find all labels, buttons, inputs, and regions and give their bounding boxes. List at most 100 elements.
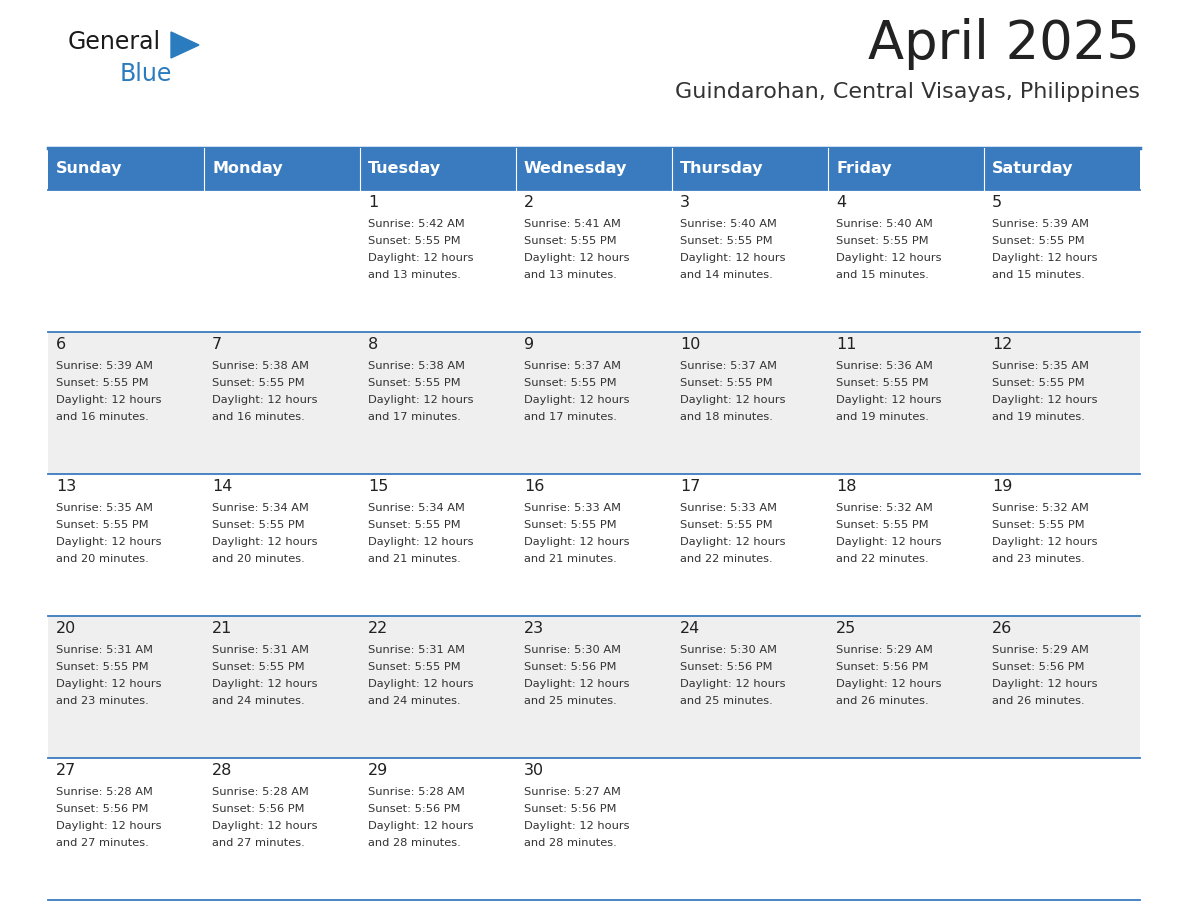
Text: General: General bbox=[68, 30, 162, 54]
Text: and 14 minutes.: and 14 minutes. bbox=[680, 270, 772, 280]
Bar bbox=[828, 190, 984, 332]
Bar bbox=[360, 616, 516, 758]
Text: Sunset: 5:55 PM: Sunset: 5:55 PM bbox=[211, 662, 304, 672]
Bar bbox=[48, 148, 204, 190]
Bar bbox=[984, 332, 1140, 474]
Text: April 2025: April 2025 bbox=[868, 18, 1140, 70]
Text: 28: 28 bbox=[211, 763, 233, 778]
Bar bbox=[828, 332, 984, 474]
Bar bbox=[984, 758, 1140, 900]
Text: Sunset: 5:56 PM: Sunset: 5:56 PM bbox=[836, 662, 929, 672]
Text: Sunrise: 5:31 AM: Sunrise: 5:31 AM bbox=[211, 645, 309, 655]
Text: and 27 minutes.: and 27 minutes. bbox=[56, 838, 148, 848]
Text: Daylight: 12 hours: Daylight: 12 hours bbox=[368, 253, 474, 263]
Text: 16: 16 bbox=[524, 479, 544, 494]
Text: Sunset: 5:56 PM: Sunset: 5:56 PM bbox=[368, 804, 461, 814]
Text: Daylight: 12 hours: Daylight: 12 hours bbox=[368, 679, 474, 689]
Bar bbox=[672, 190, 828, 332]
Bar bbox=[516, 332, 672, 474]
Text: and 24 minutes.: and 24 minutes. bbox=[211, 696, 304, 706]
Text: and 20 minutes.: and 20 minutes. bbox=[211, 554, 305, 564]
Text: Daylight: 12 hours: Daylight: 12 hours bbox=[680, 537, 785, 547]
Text: Sunrise: 5:39 AM: Sunrise: 5:39 AM bbox=[56, 361, 153, 371]
Text: 2: 2 bbox=[524, 195, 535, 210]
Text: Sunrise: 5:33 AM: Sunrise: 5:33 AM bbox=[524, 503, 621, 513]
Text: 20: 20 bbox=[56, 621, 76, 636]
Text: and 23 minutes.: and 23 minutes. bbox=[992, 554, 1085, 564]
Text: 19: 19 bbox=[992, 479, 1012, 494]
Polygon shape bbox=[171, 32, 200, 58]
Bar bbox=[672, 758, 828, 900]
Text: 29: 29 bbox=[368, 763, 388, 778]
Text: and 15 minutes.: and 15 minutes. bbox=[836, 270, 929, 280]
Text: 21: 21 bbox=[211, 621, 233, 636]
Text: 7: 7 bbox=[211, 337, 222, 352]
Text: and 22 minutes.: and 22 minutes. bbox=[836, 554, 929, 564]
Text: 13: 13 bbox=[56, 479, 76, 494]
Text: Sunset: 5:55 PM: Sunset: 5:55 PM bbox=[992, 236, 1085, 246]
Text: Sunset: 5:55 PM: Sunset: 5:55 PM bbox=[56, 520, 148, 530]
Text: 9: 9 bbox=[524, 337, 535, 352]
Text: and 28 minutes.: and 28 minutes. bbox=[368, 838, 461, 848]
Bar bbox=[360, 190, 516, 332]
Text: 24: 24 bbox=[680, 621, 700, 636]
Text: Daylight: 12 hours: Daylight: 12 hours bbox=[836, 253, 942, 263]
Text: Daylight: 12 hours: Daylight: 12 hours bbox=[680, 253, 785, 263]
Text: Daylight: 12 hours: Daylight: 12 hours bbox=[524, 679, 630, 689]
Text: Sunrise: 5:38 AM: Sunrise: 5:38 AM bbox=[211, 361, 309, 371]
Bar bbox=[48, 190, 204, 332]
Text: and 28 minutes.: and 28 minutes. bbox=[524, 838, 617, 848]
Bar bbox=[360, 332, 516, 474]
Text: 5: 5 bbox=[992, 195, 1003, 210]
Text: Daylight: 12 hours: Daylight: 12 hours bbox=[211, 679, 317, 689]
Bar bbox=[204, 148, 360, 190]
Text: Wednesday: Wednesday bbox=[524, 162, 627, 176]
Text: and 19 minutes.: and 19 minutes. bbox=[992, 412, 1085, 422]
Bar bbox=[828, 758, 984, 900]
Bar bbox=[828, 616, 984, 758]
Text: Sunset: 5:55 PM: Sunset: 5:55 PM bbox=[680, 520, 772, 530]
Bar bbox=[672, 332, 828, 474]
Text: 12: 12 bbox=[992, 337, 1012, 352]
Text: Sunrise: 5:34 AM: Sunrise: 5:34 AM bbox=[368, 503, 465, 513]
Text: Sunrise: 5:29 AM: Sunrise: 5:29 AM bbox=[992, 645, 1089, 655]
Text: Sunrise: 5:41 AM: Sunrise: 5:41 AM bbox=[524, 219, 621, 229]
Bar bbox=[984, 616, 1140, 758]
Text: Friday: Friday bbox=[836, 162, 892, 176]
Text: Daylight: 12 hours: Daylight: 12 hours bbox=[368, 537, 474, 547]
Text: Daylight: 12 hours: Daylight: 12 hours bbox=[836, 537, 942, 547]
Text: Sunrise: 5:31 AM: Sunrise: 5:31 AM bbox=[56, 645, 153, 655]
Text: Saturday: Saturday bbox=[992, 162, 1074, 176]
Text: Daylight: 12 hours: Daylight: 12 hours bbox=[56, 395, 162, 405]
Text: and 13 minutes.: and 13 minutes. bbox=[524, 270, 617, 280]
Text: 4: 4 bbox=[836, 195, 846, 210]
Text: and 16 minutes.: and 16 minutes. bbox=[56, 412, 148, 422]
Text: and 19 minutes.: and 19 minutes. bbox=[836, 412, 929, 422]
Text: Sunset: 5:56 PM: Sunset: 5:56 PM bbox=[56, 804, 148, 814]
Text: Sunset: 5:56 PM: Sunset: 5:56 PM bbox=[524, 662, 617, 672]
Text: 17: 17 bbox=[680, 479, 701, 494]
Text: Sunset: 5:55 PM: Sunset: 5:55 PM bbox=[836, 378, 929, 388]
Text: Sunrise: 5:28 AM: Sunrise: 5:28 AM bbox=[56, 787, 153, 797]
Text: and 21 minutes.: and 21 minutes. bbox=[524, 554, 617, 564]
Text: and 27 minutes.: and 27 minutes. bbox=[211, 838, 305, 848]
Text: Daylight: 12 hours: Daylight: 12 hours bbox=[836, 395, 942, 405]
Text: Sunrise: 5:32 AM: Sunrise: 5:32 AM bbox=[992, 503, 1089, 513]
Text: Sunrise: 5:37 AM: Sunrise: 5:37 AM bbox=[680, 361, 777, 371]
Text: Sunrise: 5:36 AM: Sunrise: 5:36 AM bbox=[836, 361, 933, 371]
Bar bbox=[204, 758, 360, 900]
Text: Daylight: 12 hours: Daylight: 12 hours bbox=[211, 395, 317, 405]
Text: Daylight: 12 hours: Daylight: 12 hours bbox=[211, 537, 317, 547]
Text: Daylight: 12 hours: Daylight: 12 hours bbox=[524, 395, 630, 405]
Text: Sunset: 5:55 PM: Sunset: 5:55 PM bbox=[992, 378, 1085, 388]
Text: Sunrise: 5:40 AM: Sunrise: 5:40 AM bbox=[836, 219, 933, 229]
Text: Sunset: 5:56 PM: Sunset: 5:56 PM bbox=[211, 804, 304, 814]
Text: and 17 minutes.: and 17 minutes. bbox=[368, 412, 461, 422]
Text: Sunset: 5:55 PM: Sunset: 5:55 PM bbox=[211, 378, 304, 388]
Text: Sunrise: 5:30 AM: Sunrise: 5:30 AM bbox=[680, 645, 777, 655]
Text: Sunset: 5:55 PM: Sunset: 5:55 PM bbox=[524, 520, 617, 530]
Text: Daylight: 12 hours: Daylight: 12 hours bbox=[992, 253, 1098, 263]
Text: Sunset: 5:55 PM: Sunset: 5:55 PM bbox=[56, 378, 148, 388]
Bar bbox=[984, 190, 1140, 332]
Bar bbox=[360, 148, 516, 190]
